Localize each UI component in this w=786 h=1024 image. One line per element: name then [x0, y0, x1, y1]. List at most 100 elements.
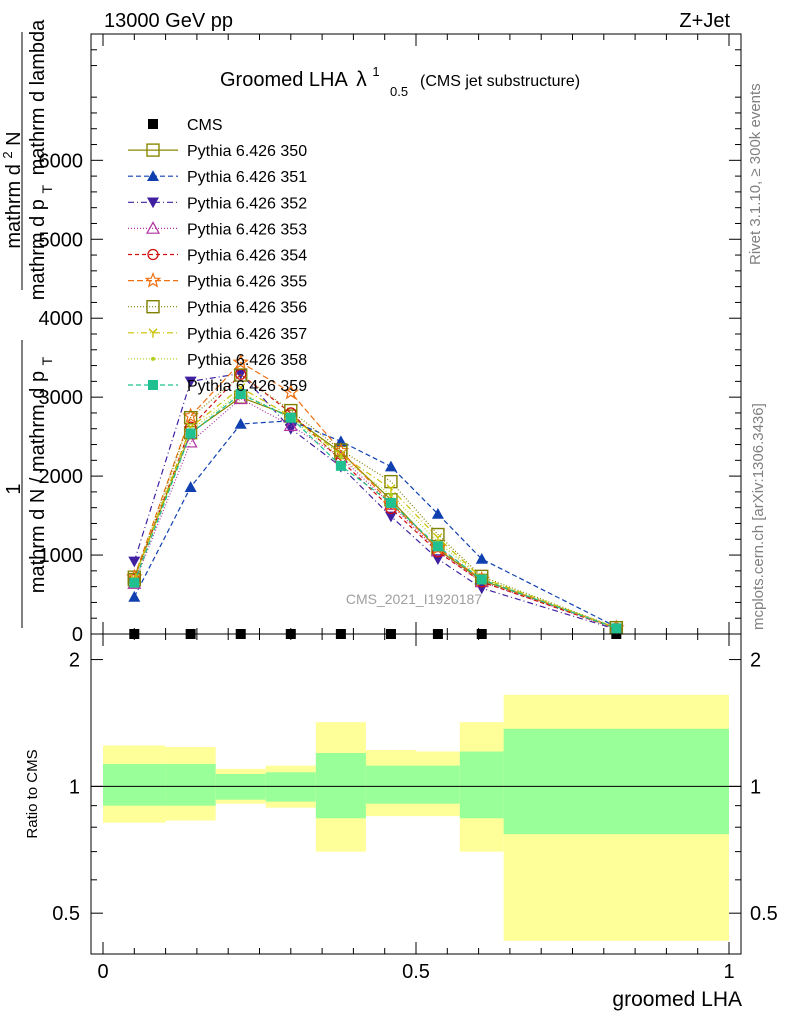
legend-label: Pythia 6.426 358 — [187, 352, 307, 369]
header-process: 13000 GeV pp — [104, 10, 233, 32]
legend-marker — [147, 197, 159, 209]
ylabel-numerator-main: mathrm d — [3, 164, 25, 248]
data-point — [285, 412, 296, 423]
data-point — [335, 460, 346, 471]
plot-title: Groomed LHA λ 1 0.5 (CMS jet substructur… — [220, 64, 580, 99]
data-point — [284, 423, 297, 435]
rivet-label: Rivet 3.1.10, ≥ 300k events — [747, 83, 764, 265]
legend: CMS Pythia 6.426 350 Pythia 6.426 351 Pythi… — [128, 117, 307, 395]
data-point — [431, 554, 444, 565]
data-point — [234, 368, 247, 380]
data-point — [184, 481, 197, 492]
ylabel-prefix-numerator: 1 — [3, 483, 25, 494]
data-point — [384, 474, 398, 489]
series-10 — [129, 389, 622, 634]
x-tick-label: 0.5 — [402, 961, 430, 983]
legend-marker — [146, 143, 160, 157]
legend-entry: Pythia 6.426 350 — [128, 143, 307, 160]
ylabel-numerator-end: N — [3, 131, 25, 145]
ylabel-prefix-denominator: mathrm d N / mathrm d p T — [27, 356, 55, 593]
legend-label: Pythia 6.426 355 — [187, 274, 307, 291]
ylabel-denominator: mathrm d p T mathrm d lambda — [27, 19, 57, 300]
ratio-panel-ticks — [91, 634, 741, 954]
ratio-y-tick-label: 2 — [69, 650, 80, 672]
series-line — [133, 373, 617, 630]
main-panel-ticks — [91, 34, 741, 635]
legend-marker — [148, 380, 158, 390]
data-point — [234, 418, 247, 429]
y-tick-label: 4000 — [39, 308, 84, 330]
upper-ylabel: 1 mathrm d N / mathrm d p T mathrm d 2 N… — [0, 19, 57, 628]
legend-label: Pythia 6.426 350 — [187, 143, 307, 160]
x-axis-label: groomed LHA — [612, 988, 742, 1011]
legend-marker — [151, 356, 155, 361]
data-point — [384, 511, 397, 523]
legend-marker — [145, 221, 161, 234]
title-superscript: 1 — [372, 64, 379, 79]
header-channel: Z+Jet — [679, 10, 730, 32]
data-point — [388, 493, 393, 498]
ratio-band-inner — [503, 728, 729, 835]
title-subscript: 0.5 — [390, 84, 408, 99]
ratio-band-inner — [365, 765, 416, 804]
legend-entry: Pythia 6.426 354 — [128, 248, 307, 265]
ylabel-denominator-end: mathrm d lambda — [27, 19, 49, 175]
data-point — [386, 484, 396, 494]
ratio-y-tick-label-right: 2 — [750, 650, 761, 672]
data-point — [183, 410, 198, 425]
ratio-band-inner — [459, 751, 504, 819]
legend-marker — [146, 300, 160, 314]
legend-label: Pythia 6.426 353 — [187, 221, 307, 238]
analysis-watermark: CMS_2021_I1920187 — [346, 591, 482, 607]
ylabel-prefix-denominator-main: mathrm d N / mathrm d p — [27, 371, 49, 593]
legend-label: Pythia 6.426 357 — [187, 326, 307, 343]
legend-entry: Pythia 6.426 356 — [128, 300, 307, 317]
ratio-band-inner — [265, 772, 316, 802]
ratio-y-tick-label-right: 0.5 — [750, 903, 778, 925]
legend-entry: Pythia 6.426 352 — [128, 195, 307, 212]
legend-marker — [147, 170, 159, 181]
legend-entry: CMS — [148, 117, 223, 134]
legend-label: CMS — [187, 117, 223, 134]
series-line — [133, 397, 617, 630]
main-panel-tick-labels: 0 1000 2000 3000 4000 5000 6000 — [39, 150, 84, 646]
mcplots-label: mcplots.cern.ch [arXiv:1306.3436] — [750, 403, 767, 630]
ratio-y-tick-label: 1 — [69, 776, 80, 798]
data-point — [185, 428, 196, 439]
data-point — [128, 590, 141, 602]
data-point — [184, 376, 197, 388]
ratio-bands — [103, 694, 729, 941]
legend-label: Pythia 6.426 352 — [187, 195, 307, 212]
legend-entry: Pythia 6.426 351 — [128, 169, 307, 186]
y-tick-label: 1000 — [39, 545, 84, 567]
series-line — [133, 386, 617, 629]
data-point — [283, 418, 298, 431]
ylabel-numerator: mathrm d 2 N — [0, 131, 25, 248]
legend-label: Pythia 6.426 351 — [187, 169, 307, 186]
ratio-band-inner — [416, 765, 460, 804]
ratio-y-tick-label: 0.5 — [52, 903, 80, 925]
x-tick-labels: 0 0.5 1 — [97, 961, 734, 983]
x-tick-label: 1 — [723, 961, 734, 983]
y-tick-label: 5000 — [39, 229, 84, 251]
ylabel-denominator-sub: T — [39, 185, 55, 194]
legend-label: Pythia 6.426 356 — [187, 300, 307, 317]
legend-label: Pythia 6.426 359 — [187, 378, 307, 395]
y-tick-label: 6000 — [39, 150, 84, 172]
legend-entry: Pythia 6.426 355 — [128, 271, 307, 291]
x-tick-label: 0 — [97, 961, 108, 983]
legend-marker — [148, 328, 158, 338]
title-suffix: (CMS jet substructure) — [420, 73, 580, 90]
title-main: Groomed LHA — [220, 69, 348, 91]
data-point — [282, 383, 300, 400]
ratio-ylabel: Ratio to CMS — [24, 749, 41, 838]
y-tick-label: 3000 — [39, 387, 84, 409]
ylabel-prefix-denominator-sub: T — [39, 356, 55, 365]
svg-text:Groomed LHA λ: Groomed LHA λ 1 — [220, 64, 380, 91]
ratio-band-inner — [315, 753, 366, 819]
ratio-band-inner — [165, 764, 216, 806]
data-point — [183, 434, 198, 448]
series-line — [133, 361, 617, 629]
ylabel-denominator-main: mathrm d p — [27, 199, 49, 300]
